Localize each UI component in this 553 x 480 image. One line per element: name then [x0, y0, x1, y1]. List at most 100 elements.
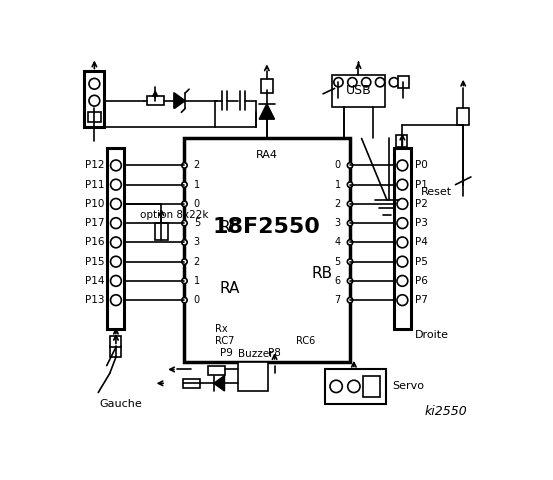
Text: 0: 0 — [335, 160, 341, 170]
Text: 18F2550: 18F2550 — [213, 217, 321, 237]
Circle shape — [89, 78, 100, 89]
Circle shape — [111, 160, 121, 171]
Bar — [457, 108, 469, 125]
Text: RC: RC — [219, 219, 239, 235]
Text: 2: 2 — [194, 160, 200, 170]
Text: 5: 5 — [335, 257, 341, 267]
Circle shape — [182, 278, 187, 284]
Bar — [207, 366, 225, 375]
Text: P12: P12 — [85, 160, 105, 170]
Circle shape — [334, 78, 343, 87]
Circle shape — [375, 78, 385, 87]
Circle shape — [347, 163, 353, 168]
Text: 0: 0 — [194, 295, 200, 305]
Circle shape — [347, 278, 353, 284]
Circle shape — [347, 240, 353, 245]
Bar — [363, 376, 380, 397]
Text: P14: P14 — [85, 276, 105, 286]
Circle shape — [397, 218, 408, 228]
Circle shape — [182, 163, 187, 168]
Bar — [155, 223, 168, 240]
Circle shape — [397, 199, 408, 209]
Text: P16: P16 — [85, 238, 105, 247]
Circle shape — [182, 298, 187, 303]
Text: P13: P13 — [85, 295, 105, 305]
Text: Buzzer: Buzzer — [238, 349, 274, 359]
Bar — [260, 79, 273, 93]
Circle shape — [397, 237, 408, 248]
Text: Droite: Droite — [415, 330, 448, 340]
Circle shape — [182, 259, 187, 264]
Circle shape — [111, 218, 121, 228]
Text: 3: 3 — [335, 218, 341, 228]
Text: 7: 7 — [335, 295, 341, 305]
Text: 1: 1 — [194, 276, 200, 286]
Bar — [332, 74, 385, 107]
Circle shape — [389, 78, 399, 87]
Bar — [185, 138, 350, 362]
Circle shape — [111, 276, 121, 286]
Polygon shape — [259, 104, 274, 119]
Text: P2: P2 — [415, 199, 427, 209]
Circle shape — [397, 295, 408, 306]
Text: P3: P3 — [415, 218, 427, 228]
Circle shape — [111, 256, 121, 267]
Text: 0: 0 — [194, 199, 200, 209]
Text: ki2550: ki2550 — [425, 405, 467, 418]
Circle shape — [397, 276, 408, 286]
Text: P5: P5 — [415, 257, 427, 267]
Text: RC7: RC7 — [215, 336, 234, 346]
Text: P17: P17 — [85, 218, 105, 228]
Circle shape — [182, 201, 187, 206]
Circle shape — [348, 78, 357, 87]
Text: P10: P10 — [85, 199, 105, 209]
Bar — [85, 72, 105, 127]
Text: 4: 4 — [335, 238, 341, 247]
Text: P0: P0 — [415, 160, 427, 170]
Circle shape — [111, 237, 121, 248]
Circle shape — [330, 380, 342, 393]
Polygon shape — [174, 93, 185, 108]
Bar — [396, 134, 407, 147]
Text: option 8x22k: option 8x22k — [140, 210, 208, 220]
Text: P8: P8 — [268, 348, 281, 358]
Bar — [238, 362, 268, 391]
Circle shape — [347, 182, 353, 187]
Text: RA: RA — [219, 281, 239, 296]
Circle shape — [397, 256, 408, 267]
Bar — [110, 336, 121, 347]
Circle shape — [111, 179, 121, 190]
Bar — [183, 379, 200, 388]
Text: 3: 3 — [194, 238, 200, 247]
Circle shape — [348, 380, 360, 393]
Bar — [107, 148, 124, 329]
Text: P1: P1 — [415, 180, 427, 190]
Bar — [147, 96, 164, 105]
Circle shape — [89, 96, 100, 106]
Text: 1: 1 — [335, 180, 341, 190]
Text: Gauche: Gauche — [100, 399, 143, 409]
Text: P6: P6 — [415, 276, 427, 286]
Bar — [88, 111, 101, 122]
Text: 2: 2 — [194, 257, 200, 267]
Text: 1: 1 — [194, 180, 200, 190]
Text: 5: 5 — [194, 218, 200, 228]
Text: Servo: Servo — [393, 382, 424, 391]
Circle shape — [397, 179, 408, 190]
Text: P11: P11 — [85, 180, 105, 190]
Circle shape — [182, 240, 187, 245]
Bar — [394, 148, 411, 329]
Text: P4: P4 — [415, 238, 427, 247]
Circle shape — [182, 220, 187, 226]
Text: P9: P9 — [221, 348, 233, 358]
Circle shape — [347, 298, 353, 303]
Text: P7: P7 — [415, 295, 427, 305]
Circle shape — [362, 78, 371, 87]
Bar — [398, 76, 409, 88]
Text: USB: USB — [346, 84, 372, 97]
Circle shape — [347, 201, 353, 206]
Text: RC6: RC6 — [296, 336, 315, 346]
Circle shape — [111, 199, 121, 209]
Text: Reset: Reset — [421, 187, 452, 197]
Bar — [110, 347, 121, 357]
